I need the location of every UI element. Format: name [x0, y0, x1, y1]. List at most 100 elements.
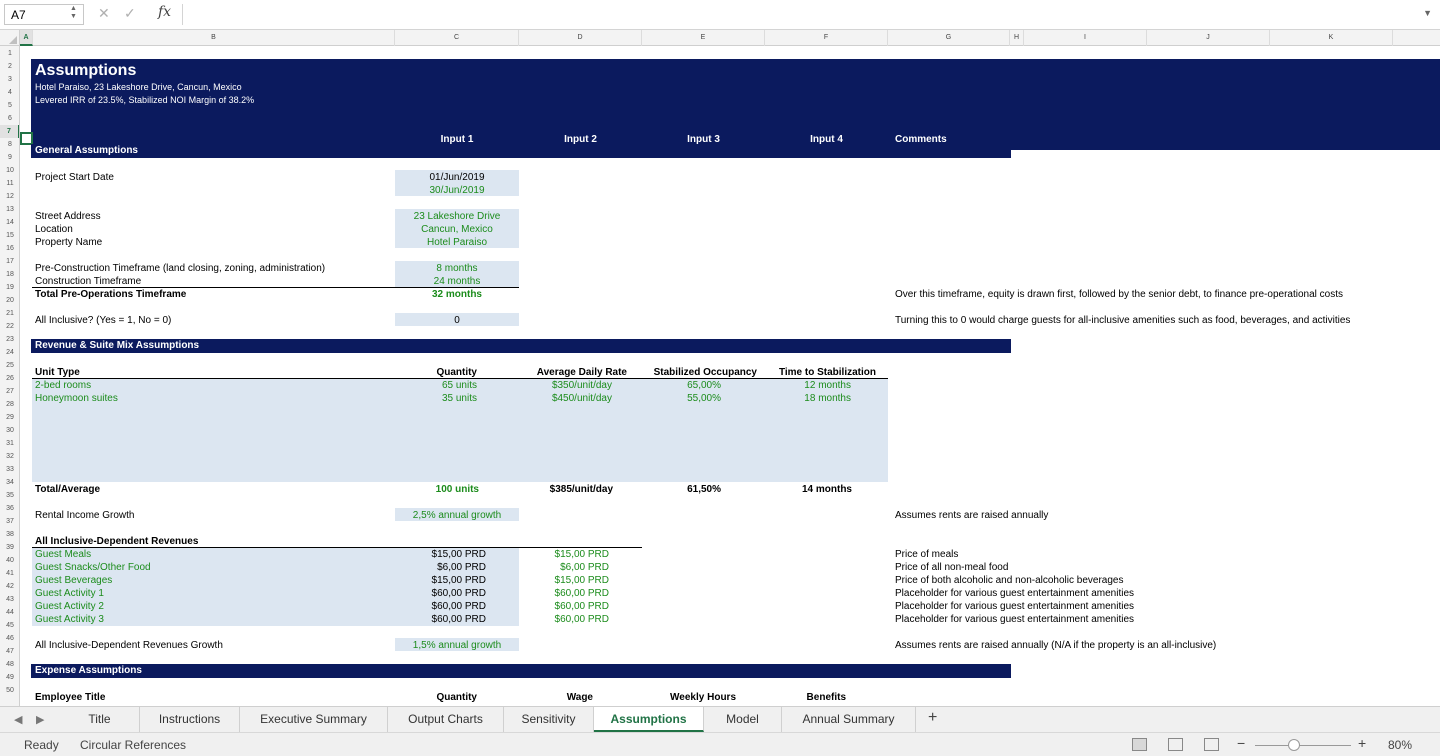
zoom-out-icon[interactable]: − — [1237, 735, 1246, 751]
aid-item-input1[interactable]: $6,00 PRD — [437, 562, 486, 573]
column-header-h[interactable]: H — [1010, 30, 1024, 46]
row-header[interactable]: 45 — [6, 622, 14, 629]
tab-model[interactable]: Model — [704, 707, 782, 732]
row-header[interactable]: 16 — [6, 245, 14, 252]
row-header[interactable]: 36 — [6, 505, 14, 512]
insert-function-icon[interactable]: fx — [158, 4, 172, 20]
zoom-slider-handle[interactable] — [1288, 739, 1300, 751]
name-box[interactable]: A7 — [4, 4, 84, 25]
row-header[interactable]: 35 — [6, 492, 14, 499]
tab-instructions[interactable]: Instructions — [140, 707, 240, 732]
status-circular-references[interactable]: Circular References — [80, 738, 187, 752]
row-header[interactable]: 8 — [8, 141, 12, 148]
row-header[interactable]: 20 — [6, 297, 14, 304]
row-header[interactable]: 47 — [6, 648, 14, 655]
column-header-j[interactable]: J — [1147, 30, 1270, 46]
row-header[interactable]: 38 — [6, 531, 14, 538]
row-header[interactable]: 49 — [6, 674, 14, 681]
unit-occ[interactable]: 55,00% — [687, 393, 721, 404]
active-cell[interactable] — [20, 132, 33, 145]
value-project-start[interactable]: 01/Jun/2019 — [429, 172, 485, 183]
formula-input[interactable] — [182, 4, 1418, 25]
aid-item-input1[interactable]: $15,00 PRD — [431, 575, 486, 586]
unit-adr[interactable]: $350/unit/day — [551, 380, 612, 391]
row-header[interactable]: 27 — [6, 388, 14, 395]
unit-type[interactable]: 2-bed rooms — [35, 380, 92, 391]
row-header[interactable]: 40 — [6, 557, 14, 564]
unit-time[interactable]: 18 months — [804, 393, 851, 404]
row-header[interactable]: 10 — [6, 167, 14, 174]
row-header[interactable]: 23 — [6, 336, 14, 343]
value-location[interactable]: Cancun, Mexico — [421, 224, 493, 235]
row-header[interactable]: 41 — [6, 570, 14, 577]
row-header[interactable]: 15 — [6, 232, 14, 239]
aid-item-input1[interactable]: $60,00 PRD — [431, 588, 486, 599]
unit-adr[interactable]: $450/unit/day — [551, 393, 612, 404]
row-header[interactable]: 43 — [6, 596, 14, 603]
aid-item-name[interactable]: Guest Meals — [35, 549, 92, 560]
row-header[interactable]: 21 — [6, 310, 14, 317]
page-break-view-icon[interactable] — [1204, 738, 1219, 751]
row-header[interactable]: 2 — [8, 63, 12, 70]
tab-assumptions[interactable]: Assumptions — [594, 707, 704, 732]
aid-item-input1[interactable]: $15,00 PRD — [431, 549, 486, 560]
row-header[interactable]: 29 — [6, 414, 14, 421]
row-header[interactable]: 50 — [6, 687, 14, 694]
row-header[interactable]: 6 — [8, 115, 12, 122]
value-project-start-end[interactable]: 30/Jun/2019 — [429, 185, 485, 196]
row-header[interactable]: 18 — [6, 271, 14, 278]
column-header-b[interactable]: B — [33, 30, 395, 46]
aid-item-name[interactable]: Guest Activity 2 — [35, 601, 104, 612]
column-header-f[interactable]: F — [765, 30, 888, 46]
tab-next-icon[interactable]: ▶ — [36, 714, 45, 726]
column-header-c[interactable]: C — [395, 30, 519, 46]
aid-item-input1[interactable]: $60,00 PRD — [431, 614, 486, 625]
tab-annual-summary[interactable]: Annual Summary — [782, 707, 916, 732]
row-header[interactable]: 7 — [0, 125, 19, 138]
column-header-k[interactable]: K — [1270, 30, 1393, 46]
aid-item-input2[interactable]: $6,00 PRD — [560, 562, 609, 573]
page-layout-view-icon[interactable] — [1168, 738, 1183, 751]
row-header[interactable]: 34 — [6, 479, 14, 486]
row-header[interactable]: 25 — [6, 362, 14, 369]
row-header[interactable]: 22 — [6, 323, 14, 330]
cancel-icon[interactable]: ✕ — [98, 5, 110, 21]
aid-item-input1[interactable]: $60,00 PRD — [431, 601, 486, 612]
name-box-stepper-icon[interactable]: ▲ ▼ — [70, 5, 77, 20]
row-header[interactable]: 30 — [6, 427, 14, 434]
tab-executive-summary[interactable]: Executive Summary — [240, 707, 388, 732]
value-con[interactable]: 24 months — [433, 276, 481, 287]
unit-type[interactable]: Honeymoon suites — [35, 393, 118, 404]
row-header[interactable]: 24 — [6, 349, 14, 356]
value-street[interactable]: 23 Lakeshore Drive — [413, 211, 501, 222]
value-property[interactable]: Hotel Paraiso — [426, 237, 488, 248]
row-header[interactable]: 9 — [8, 154, 12, 161]
tab-prev-icon[interactable]: ◀ — [14, 714, 23, 726]
select-all-button[interactable] — [0, 30, 20, 46]
aid-item-input2[interactable]: $60,00 PRD — [554, 601, 609, 612]
column-header-a[interactable]: A — [20, 30, 33, 46]
row-header[interactable]: 5 — [8, 102, 12, 109]
row-header[interactable]: 28 — [6, 401, 14, 408]
row-header[interactable]: 48 — [6, 661, 14, 668]
row-header[interactable]: 37 — [6, 518, 14, 525]
aid-item-input2[interactable]: $60,00 PRD — [554, 588, 609, 599]
aid-item-name[interactable]: Guest Activity 3 — [35, 614, 104, 625]
column-header-d[interactable]: D — [519, 30, 642, 46]
row-header[interactable]: 46 — [6, 635, 14, 642]
value-rental-growth[interactable]: 2,5% annual growth — [412, 510, 502, 521]
row-header[interactable]: 19 — [6, 284, 14, 291]
row-header[interactable]: 33 — [6, 466, 14, 473]
add-sheet-icon[interactable]: + — [928, 709, 938, 726]
unit-occ[interactable]: 65,00% — [687, 380, 721, 391]
tab-sensitivity[interactable]: Sensitivity — [504, 707, 594, 732]
row-header[interactable]: 44 — [6, 609, 14, 616]
aid-item-name[interactable]: Guest Snacks/Other Food — [35, 562, 151, 573]
unit-qty[interactable]: 65 units — [441, 380, 477, 391]
aid-item-input2[interactable]: $60,00 PRD — [554, 614, 609, 625]
expand-formula-icon[interactable]: ▼ — [1423, 8, 1432, 18]
column-header-e[interactable]: E — [642, 30, 765, 46]
zoom-slider-track[interactable] — [1255, 745, 1351, 746]
row-header[interactable]: 42 — [6, 583, 14, 590]
unit-time[interactable]: 12 months — [804, 380, 851, 391]
